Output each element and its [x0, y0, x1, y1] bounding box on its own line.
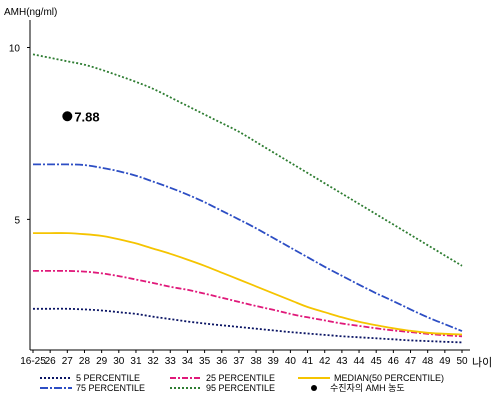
legend-point-marker [311, 385, 317, 391]
legend-label: 5 PERCENTILE [76, 373, 140, 383]
x-tick-label: 41 [302, 356, 314, 367]
x-tick-label: 29 [96, 356, 108, 367]
legend-label: 75 PERCENTILE [76, 383, 145, 393]
y-tick-label: 5 [14, 215, 20, 226]
x-tick-label: 43 [336, 356, 348, 367]
y-axis-ticks: 5 10 [9, 44, 30, 226]
x-tick-label: 33 [165, 356, 177, 367]
patient-amh-point [62, 111, 73, 122]
x-tick-label: 39 [268, 356, 280, 367]
x-tick-label: 34 [182, 356, 194, 367]
x-tick-label: 31 [130, 356, 142, 367]
x-tick-label: 16-25 [20, 356, 46, 367]
x-tick-label: 40 [285, 356, 297, 367]
x-tick-label: 48 [422, 356, 434, 367]
x-tick-label: 36 [216, 356, 228, 367]
y-tick-label: 10 [9, 44, 21, 55]
x-tick-label: 35 [199, 356, 211, 367]
x-tick-label: 32 [148, 356, 160, 367]
x-tick-label: 28 [79, 356, 91, 367]
x-tick-label: 30 [113, 356, 125, 367]
legend-label: 수진자의 AMH 농도 [330, 383, 405, 393]
x-tick-label: 49 [439, 356, 451, 367]
series-line-75-percentile [32, 163, 463, 332]
y-axis-label: AMH(ng/ml) [4, 7, 57, 18]
x-tick-label: 38 [251, 356, 263, 367]
x-tick-label: 27 [62, 356, 74, 367]
x-axis-label: 나이 [472, 356, 492, 369]
legend-label: MEDIAN(50 PERCENTILE) [334, 373, 444, 383]
legend: 5 PERCENTILE 25 PERCENTILE MEDIAN(50 PERCE… [40, 373, 444, 393]
series-layer [32, 53, 463, 344]
x-tick-label: 37 [233, 356, 245, 367]
x-tick-label: 46 [388, 356, 400, 367]
series-line-95-percentile [32, 53, 463, 267]
series-line-25-percentile [33, 269, 463, 338]
series-line-5-percentile [33, 307, 463, 344]
series-line-median-50-percentile [32, 232, 463, 336]
x-tick-label: 45 [371, 356, 383, 367]
patient-amh-label: 7.88 [74, 109, 99, 124]
x-tick-label: 26 [45, 356, 57, 367]
x-tick-label: 44 [353, 356, 365, 367]
x-tick-label: 47 [405, 356, 417, 367]
x-tick-label: 42 [319, 356, 331, 367]
x-tick-label: 50 [456, 356, 468, 367]
point-layer: 7.88 [62, 109, 100, 124]
legend-label: 95 PERCENTILE [206, 383, 275, 393]
legend-label: 25 PERCENTILE [206, 373, 275, 383]
